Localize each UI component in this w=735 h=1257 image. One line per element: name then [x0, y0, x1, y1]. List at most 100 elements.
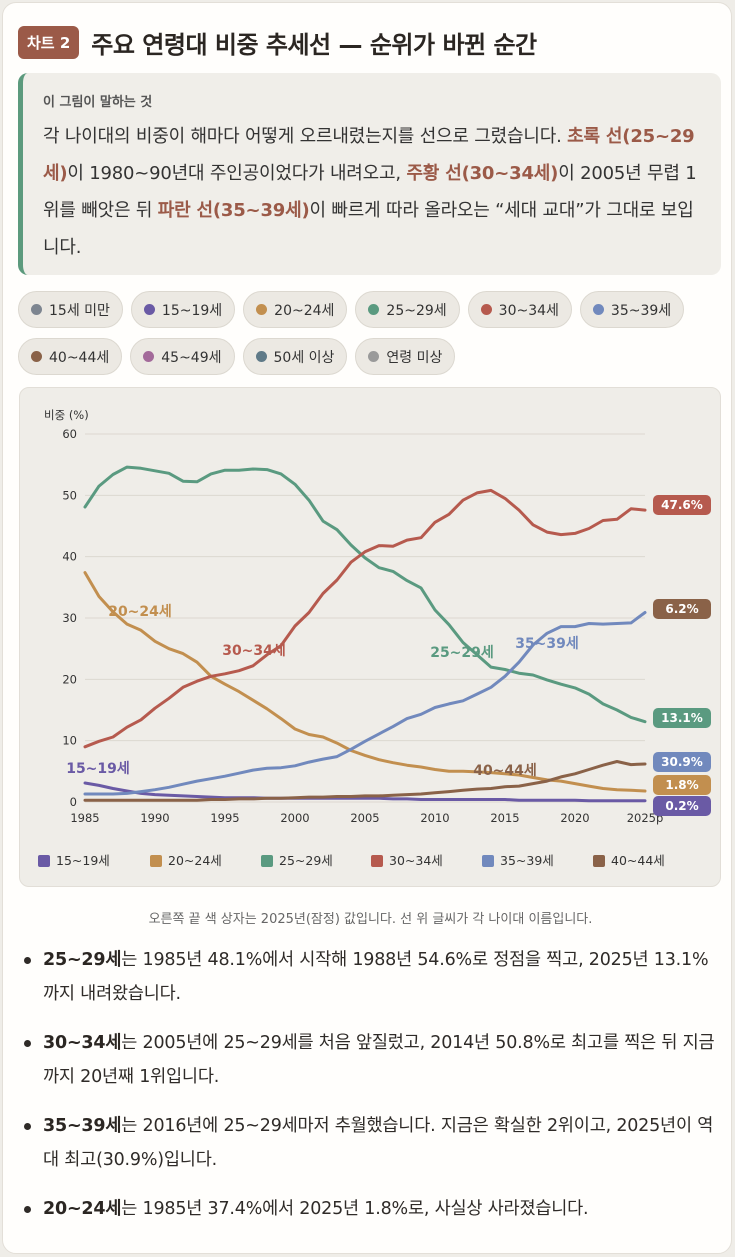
chip-4[interactable]: 30~34세 [467, 291, 572, 328]
header: 차트 2 주요 연령대 비중 추세선 — 순위가 바뀐 순간 [18, 25, 537, 60]
y-tick-label: 10 [62, 734, 77, 748]
series-inline-label: 35~39세 [515, 636, 579, 652]
chip-color-dot [143, 304, 155, 315]
series-inline-label: 30~34세 [222, 643, 286, 659]
chip-label: 25~29세 [386, 302, 447, 319]
summary-item: 35~39세는 2016년에 25~29세마저 추월했습니다. 지금은 확실한 … [21, 1109, 721, 1177]
legend-swatch [38, 855, 50, 867]
x-tick-label: 2015 [490, 811, 519, 825]
summary-item: 30~34세는 2005년에 25~29세를 처음 앞질렀고, 2014년 50… [21, 1026, 721, 1094]
chip-label: 30~34세 [498, 302, 559, 319]
explain-text-2: 이 1980~90년대 주인공이었다가 내려오고, [67, 163, 407, 184]
summary-item-text: 는 2005년에 25~29세를 처음 앞질렀고, 2014년 50.8%로 최… [43, 1033, 715, 1087]
series-line [83, 465, 647, 724]
summary-list: 25~29세는 1985년 48.1%에서 시작해 1988년 54.6%로 정… [21, 943, 721, 1241]
series-inline-label: 20~24세 [108, 604, 172, 620]
legend-label: 30~34세 [389, 853, 443, 868]
y-tick-label: 0 [70, 795, 77, 809]
series-inline-label: 15~19세 [66, 761, 130, 777]
end-value-tag [653, 775, 711, 795]
summary-item-text: 는 1985년 37.4%에서 2025년 1.8%로, 사실상 사라졌습니다. [121, 1199, 589, 1219]
x-tick-label: 2000 [280, 811, 309, 825]
series-filter-chips: 15세 미만 15~19세 20~24세 25~29세 30~34세 35~39세 40~4… [18, 291, 723, 375]
legend-swatch [371, 855, 383, 867]
chip-1[interactable]: 15~19세 [130, 291, 236, 328]
series-line [83, 781, 647, 803]
series-line [83, 760, 647, 802]
chip-color-dot [592, 304, 604, 315]
summary-item-text: 는 1985년 48.1%에서 시작해 1988년 54.6%로 정점을 찍고,… [43, 950, 709, 1004]
explain-highlight-blue: 파란 선(35~39세) [157, 200, 310, 221]
summary-item-age: 30~34세 [43, 1033, 122, 1053]
chip-label: 35~39세 [610, 302, 672, 319]
chip-label: 40~44세 [49, 349, 110, 366]
chip-color-dot [31, 351, 42, 362]
legend-label: 35~39세 [500, 853, 554, 868]
series-line [83, 611, 647, 796]
chip-color-dot [256, 304, 268, 315]
chip-color-dot [368, 304, 380, 315]
explanation-box: 이 그림이 말하는 것 각 나이대의 비중이 해마다 어떻게 오르내렸는지를 선… [18, 73, 721, 275]
end-value-label: 6.2% [665, 602, 698, 616]
summary-item-age: 20~24세 [43, 1199, 122, 1219]
series-line [83, 488, 647, 749]
chip-color-dot [143, 351, 155, 362]
chart-note: 오른쪽 끝 색 상자는 2025년(잠정) 값입니다. 선 위 글씨가 각 나이… [148, 912, 593, 927]
legend-label: 15~19세 [56, 853, 110, 868]
legend-label: 25~29세 [279, 853, 333, 868]
chip-label: 20~24세 [274, 302, 335, 319]
end-value-tag [653, 495, 711, 515]
page-title: 주요 연령대 비중 추세선 — 순위가 바뀐 순간 [91, 31, 537, 59]
chip-6[interactable]: 40~44세 [18, 338, 123, 375]
series-inline-label: 25~29세 [430, 645, 494, 661]
chip-label: 15세 미만 [49, 302, 110, 319]
chip-color-dot [368, 351, 380, 362]
chip-9[interactable]: 연령 미상 [355, 338, 456, 375]
x-tick-label: 2025p [627, 811, 664, 825]
chip-2[interactable]: 20~24세 [243, 291, 348, 328]
chart-svg: 0 10 20 30 40 50 60 비중 (%) 1985 1990 1995 2000 2005 2… [38, 408, 711, 868]
y-axis-label: 비중 (%) [44, 408, 89, 422]
chip-label: 15~19세 [161, 302, 223, 319]
x-tick-label: 1985 [70, 811, 99, 825]
explain-text-1: 각 나이대의 비중이 해마다 어떻게 오르내렸는지를 선으로 그렸습니다. [43, 126, 568, 147]
summary-item: 20~24세는 1985년 37.4%에서 2025년 1.8%로, 사실상 사… [21, 1192, 721, 1226]
chart-badge: 차트 2 [18, 26, 80, 59]
x-tick-label: 2020 [560, 811, 589, 825]
summary-item-age: 25~29세 [43, 950, 122, 970]
chip-label: 50세 이상 [273, 349, 335, 366]
explain-highlight-orange: 주황 선(30~34세) [406, 163, 559, 184]
end-value-label: 1.8% [665, 778, 698, 792]
chip-label: 연령 미상 [386, 349, 443, 366]
chip-8[interactable]: 50세 이상 [242, 338, 348, 375]
y-tick-label: 20 [62, 672, 77, 686]
end-value-label: 0.2% [665, 799, 698, 813]
end-value-label: 30.9% [661, 755, 703, 769]
x-tick-label: 1990 [140, 811, 169, 825]
end-value-tag [653, 708, 711, 728]
x-tick-label: 2010 [420, 811, 449, 825]
explanation-label: 이 그림이 말하는 것 [43, 95, 153, 110]
y-tick-label: 50 [62, 488, 77, 502]
chip-3[interactable]: 25~29세 [355, 291, 460, 328]
end-value-tag [653, 796, 711, 816]
x-tick-label: 1995 [210, 811, 239, 825]
line-chart: 0 10 20 30 40 50 60 비중 (%) 1985 1990 1995 2000 2005 2… [19, 387, 721, 887]
summary-item-text: 는 2016년에 25~29세마저 추월했습니다. 지금은 확실한 2위이고, … [43, 1116, 714, 1170]
chip-color-dot [255, 351, 267, 362]
legend-label: 20~24세 [168, 853, 222, 868]
chip-label: 45~49세 [161, 349, 222, 366]
end-value-label: 13.1% [661, 711, 703, 725]
series-inline-label: 40~44세 [473, 763, 537, 779]
end-value-tag [653, 752, 711, 772]
explain-text-4: 이 빠르게 따라 올라오는 “세대 교대”가 그대로 보입니다. [43, 200, 694, 258]
explanation-text: 각 나이대의 비중이 해마다 어떻게 오르내렸는지를 선으로 그렸습니다. 초록… [43, 118, 701, 266]
chip-7[interactable]: 45~49세 [130, 338, 235, 375]
chip-0[interactable]: 15세 미만 [18, 291, 123, 328]
legend-swatch [150, 855, 162, 867]
x-tick-label: 2005 [350, 811, 379, 825]
legend-swatch [261, 855, 273, 867]
chip-5[interactable]: 35~39세 [579, 291, 685, 328]
end-value-tag [653, 599, 711, 619]
